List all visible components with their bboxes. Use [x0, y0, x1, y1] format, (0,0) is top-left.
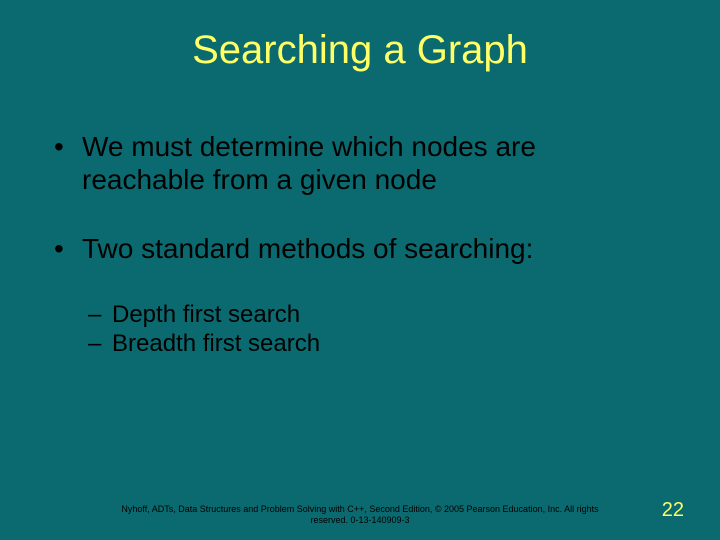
bullet-level2: Breadth first search: [54, 330, 666, 359]
slide-title: Searching a Graph: [0, 28, 720, 73]
bullet-level1: We must determine which nodes are reacha…: [54, 130, 666, 196]
bullet-level1: Two standard methods of searching:: [54, 232, 666, 265]
slide: Searching a Graph We must determine whic…: [0, 0, 720, 540]
slide-footer: Nyhoff, ADTs, Data Structures and Proble…: [0, 504, 720, 527]
bullet-level2: Depth first search: [54, 301, 666, 330]
slide-body: We must determine which nodes are reacha…: [54, 130, 666, 359]
page-number: 22: [662, 499, 684, 522]
